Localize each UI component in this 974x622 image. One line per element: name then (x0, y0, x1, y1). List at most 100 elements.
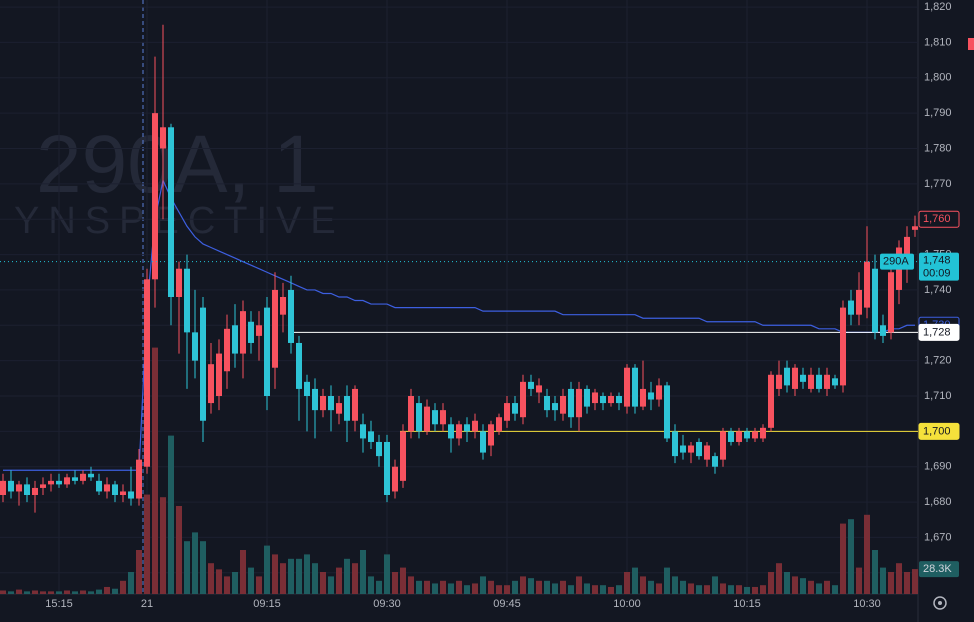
volume-bar (808, 580, 814, 594)
candle-body (96, 480, 102, 492)
candle-body (832, 378, 838, 386)
volume-bar (184, 541, 190, 594)
edge-marker (968, 38, 974, 50)
volume-bar (592, 585, 598, 594)
candle-body (16, 484, 22, 492)
volume-bar (168, 435, 174, 594)
volume-bar (904, 572, 910, 594)
x-tick-label: 21 (141, 598, 153, 610)
candle-body (456, 424, 462, 439)
candle-body (328, 396, 334, 411)
volume-bar (200, 541, 206, 594)
candle-body (264, 307, 270, 396)
candle-body (912, 226, 918, 230)
candle-body (304, 381, 310, 396)
volume-bar (872, 550, 878, 594)
volume-bar (624, 572, 630, 594)
candle-body (808, 374, 814, 389)
volume-bar (360, 550, 366, 594)
volume-bar (768, 572, 774, 594)
candle-body (64, 477, 70, 485)
settings-button[interactable] (933, 596, 947, 610)
volume-bar (464, 585, 470, 594)
candle-body (848, 300, 854, 315)
candle-body (536, 385, 542, 393)
candle-body (696, 441, 702, 457)
volume-bar (488, 580, 494, 594)
high-label-box (918, 210, 960, 228)
volume-bar (656, 583, 662, 594)
candle-body (184, 268, 190, 333)
x-tick-label: 09:45 (493, 598, 521, 610)
candle-body (584, 388, 590, 407)
last-price-box (919, 252, 959, 281)
y-tick-label: 1,710 (924, 390, 952, 402)
volume-bar (112, 588, 118, 594)
candle-body (712, 456, 718, 467)
volume-bar (128, 572, 134, 594)
volume-bar (32, 590, 38, 594)
volume-bar (440, 580, 446, 594)
candle-body (464, 424, 470, 432)
volume-bar (680, 580, 686, 594)
volume-bar (328, 576, 334, 594)
x-tick-label: 10:30 (853, 598, 881, 610)
y-tick-label: 1,800 (924, 72, 952, 84)
volume-bar (144, 494, 150, 594)
candle-body (112, 484, 118, 495)
candle-body (200, 307, 206, 421)
candle-body (32, 487, 38, 495)
candle-body (336, 403, 342, 414)
volume-bar (744, 586, 750, 594)
candle-body (240, 311, 246, 354)
candle-body (216, 353, 222, 396)
candle-body (792, 367, 798, 389)
candle-body (48, 480, 54, 485)
candle-body (400, 431, 406, 481)
candle-body (816, 374, 822, 389)
candle-body (592, 392, 598, 404)
volume-bar (616, 585, 622, 594)
candle-body (344, 396, 350, 421)
countdown-text: 00:09 (923, 268, 951, 280)
volume-bar (456, 580, 462, 594)
candle-body (24, 484, 30, 495)
candle-body (56, 480, 62, 485)
candle-body (824, 374, 830, 389)
candle-body (152, 113, 158, 280)
y-tick-label: 1,820 (924, 1, 952, 13)
volume-bar (496, 585, 502, 594)
volume-bar (0, 590, 6, 594)
candle-body (752, 431, 758, 439)
volume-bar (704, 585, 710, 594)
volume-bar (888, 572, 894, 594)
volume-bar (472, 583, 478, 594)
x-tick-label: 09:15 (253, 598, 281, 610)
volume-bar (336, 567, 342, 594)
candle-body (840, 307, 846, 386)
y-tick-label: 1,810 (924, 36, 952, 48)
volume-bar (528, 578, 534, 594)
volume-bar (280, 563, 286, 594)
volume-bar (728, 585, 734, 594)
volume-bar (792, 576, 798, 594)
x-tick-label: 10:00 (613, 598, 641, 610)
candle-body (552, 403, 558, 411)
candle-body (512, 403, 518, 414)
volume-bar (240, 550, 246, 594)
volume-bar (880, 567, 886, 594)
y-tick-label: 1,790 (924, 107, 952, 119)
volume-bar (368, 576, 374, 594)
watermark: 290A, 1 (36, 119, 319, 210)
volume-bar (216, 569, 222, 594)
volume-bar (688, 583, 694, 594)
candle-body (480, 431, 486, 453)
candle-body (560, 396, 566, 414)
volume-bar (824, 580, 830, 594)
candle-body (280, 297, 286, 315)
volume-bar (480, 576, 486, 594)
candle-body (160, 127, 166, 149)
volume-bar (784, 572, 790, 594)
volume-bar (40, 591, 46, 594)
